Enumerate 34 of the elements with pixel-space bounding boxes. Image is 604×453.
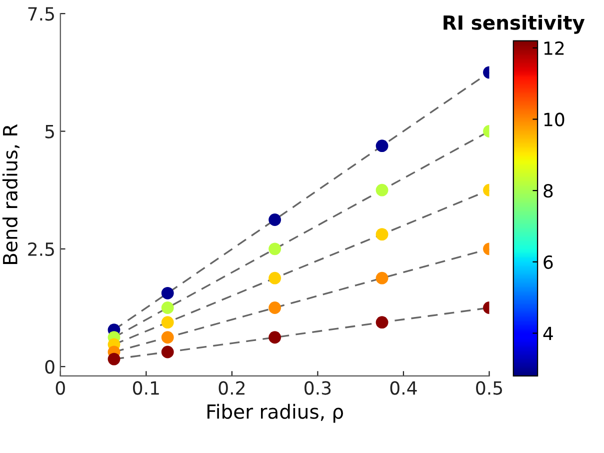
x-tick-label: 0.5 <box>476 381 502 395</box>
color-bar-label: 12 <box>544 41 564 55</box>
point <box>108 352 120 366</box>
y-axis-title: Bend radius, R <box>2 124 20 264</box>
point <box>161 331 174 344</box>
y-tick-label: 7.5 <box>28 7 54 21</box>
point <box>376 184 388 196</box>
color-bar-title: RI sensitivity <box>444 14 585 34</box>
point <box>161 316 174 329</box>
color-bar-label: 6 <box>544 255 553 269</box>
x-tick-label: 0.3 <box>304 381 331 395</box>
color-bar-label: 8 <box>544 184 553 198</box>
point <box>376 140 388 152</box>
x-tick-label: 0.1 <box>133 381 159 395</box>
x-axis-title: Fiber radius, ρ <box>207 404 343 423</box>
x-tick-label: 0.4 <box>390 381 417 395</box>
y-tick-label: 2.5 <box>28 242 54 256</box>
point <box>376 272 388 284</box>
point <box>268 331 282 344</box>
y-tick-label: 0 <box>45 360 54 374</box>
x-tick-label: 0.2 <box>218 381 244 395</box>
y-tick-label: 5 <box>45 124 54 138</box>
point <box>376 316 388 329</box>
point <box>268 214 282 226</box>
point <box>268 302 282 314</box>
point <box>268 242 282 256</box>
point <box>268 272 282 284</box>
point <box>376 228 388 241</box>
color-bar-label: 10 <box>544 112 564 126</box>
x-tick-label: 0 <box>56 381 65 395</box>
color-bar-label: 4 <box>543 326 553 340</box>
point <box>161 302 174 314</box>
point <box>161 286 174 300</box>
point <box>161 346 174 358</box>
